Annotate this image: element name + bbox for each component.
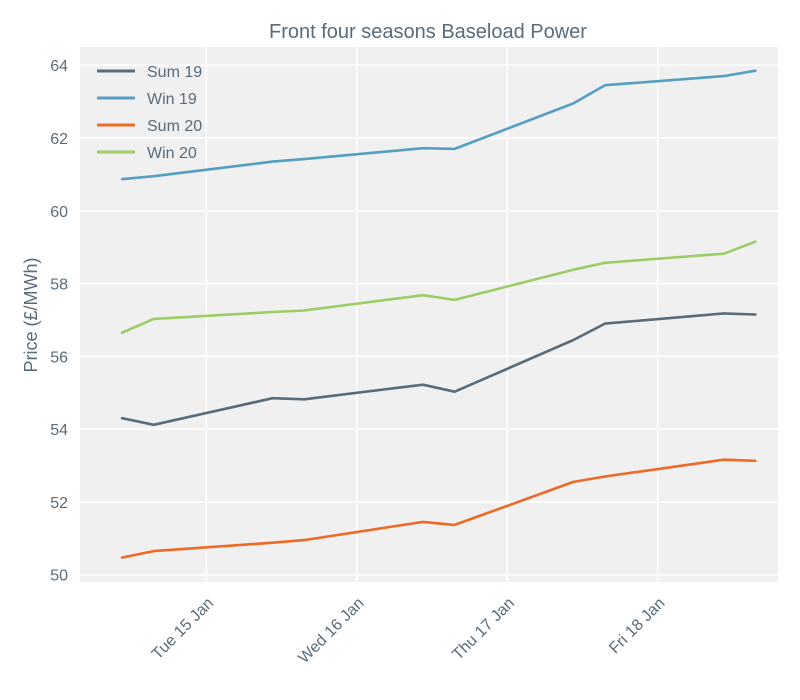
series-lines — [120, 69, 757, 559]
legend-label-sum-19: Sum 19 — [147, 64, 202, 81]
y-tick-label: 62 — [50, 131, 68, 148]
x-tick-label: Fri 18 Jan — [606, 595, 668, 657]
series-line-sum-19 — [120, 312, 757, 427]
legend-label-win-20: Win 20 — [147, 145, 197, 162]
gridlines — [80, 47, 778, 582]
series-line-win-20 — [120, 240, 757, 335]
legend: Sum 19 Win 19 Sum 20 Win 20 — [97, 64, 202, 162]
y-axis-ticks: 50 52 54 56 58 60 62 64 — [50, 58, 68, 585]
x-tick-label: Tue 15 Jan — [149, 595, 217, 663]
x-tick-label: Wed 16 Jan — [295, 595, 367, 667]
y-axis-label: Price (£/MWh) — [21, 257, 41, 372]
legend-label-win-19: Win 19 — [147, 91, 197, 108]
y-tick-label: 60 — [50, 204, 68, 221]
series-line-sum-20 — [120, 458, 757, 559]
y-tick-label: 56 — [50, 349, 68, 366]
plot-area — [80, 47, 778, 582]
series-line-win-19 — [120, 69, 757, 181]
y-tick-label: 58 — [50, 277, 68, 294]
x-tick-label: Thu 17 Jan — [449, 595, 518, 664]
y-tick-label: 64 — [50, 58, 68, 75]
legend-label-sum-20: Sum 20 — [147, 118, 202, 135]
y-tick-label: 54 — [50, 422, 68, 439]
x-axis-ticks: Tue 15 Jan Wed 16 Jan Thu 17 Jan Fri 18 Jan — [149, 595, 669, 667]
chart-title: Front four seasons Baseload Power — [269, 21, 587, 43]
y-tick-label: 50 — [50, 568, 68, 585]
y-tick-label: 52 — [50, 495, 68, 512]
